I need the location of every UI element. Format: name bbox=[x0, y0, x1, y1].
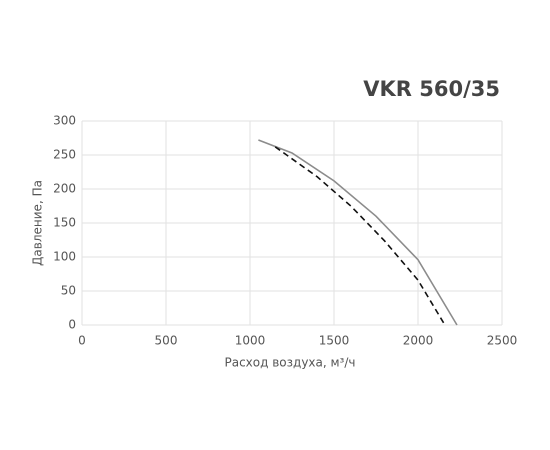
x-tick-label: 1000 bbox=[235, 334, 266, 348]
y-tick-label: 250 bbox=[53, 148, 76, 162]
y-tick-label: 0 bbox=[68, 318, 76, 332]
chart-title: VKR 560/35 bbox=[363, 77, 500, 101]
x-tick-label: 0 bbox=[78, 334, 86, 348]
x-tick-label: 2500 bbox=[487, 334, 518, 348]
y-tick-label: 300 bbox=[53, 114, 76, 128]
x-tick-label: 1500 bbox=[319, 334, 350, 348]
x-tick-label: 500 bbox=[155, 334, 178, 348]
y-tick-label: 100 bbox=[53, 250, 76, 264]
y-tick-label: 200 bbox=[53, 182, 76, 196]
y-tick-label: 150 bbox=[53, 216, 76, 230]
y-tick-label: 50 bbox=[61, 284, 76, 298]
x-tick-label: 2000 bbox=[403, 334, 434, 348]
series-line bbox=[258, 139, 458, 326]
series-line bbox=[274, 146, 446, 326]
y-axis-label: Давление, Па bbox=[31, 180, 45, 266]
x-axis-label: Расход воздуха, м³/ч bbox=[224, 356, 355, 370]
